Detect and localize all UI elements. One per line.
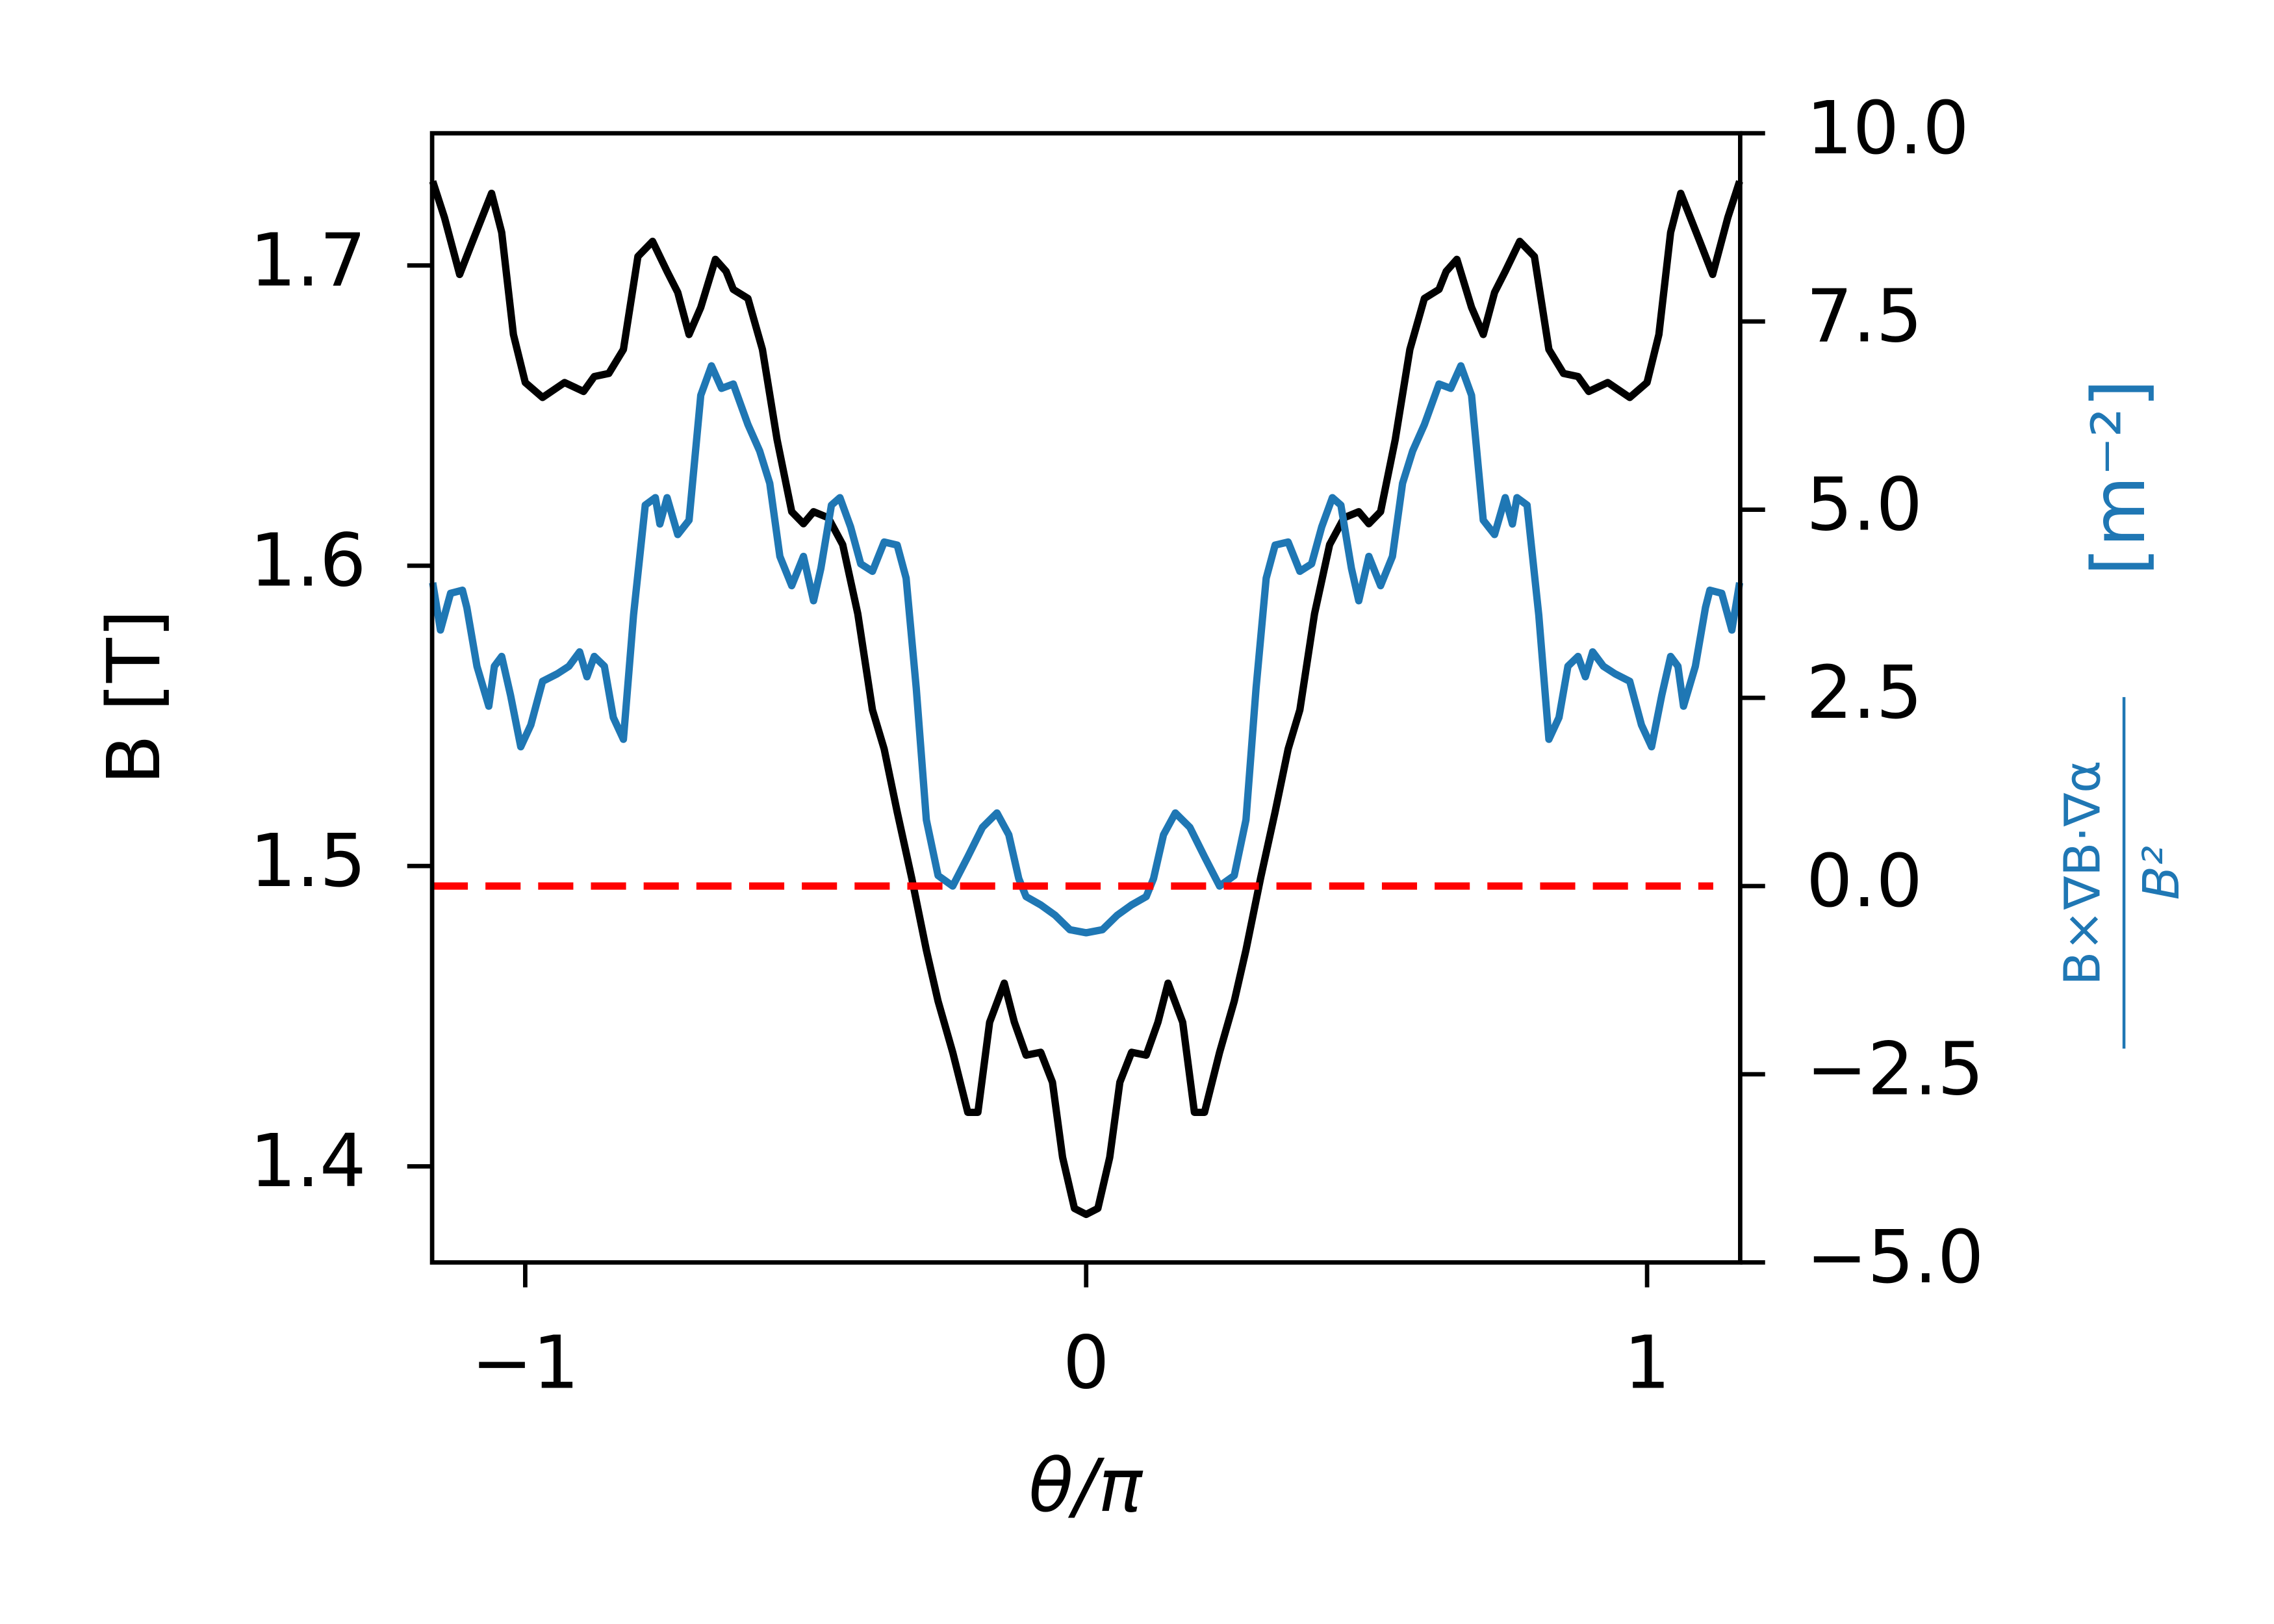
y2-tick-label: 0.0 [1806, 838, 1923, 924]
x-tick-label: 0 [1063, 1319, 1110, 1405]
data-line [429, 362, 1744, 937]
x-axis-label: θ/π [1028, 1443, 1143, 1529]
data-line [429, 180, 1743, 1219]
y-tick-label: 1.5 [249, 818, 366, 904]
plot-frame [429, 131, 1743, 1265]
y-tick-label: 1.6 [249, 518, 366, 603]
y2-tick-label: 5.0 [1806, 461, 1923, 547]
y2-tick-label: 10.0 [1806, 85, 1969, 171]
y2-label-denominator: B² [2133, 846, 2191, 900]
y2-tick-label: 2.5 [1806, 650, 1923, 735]
y-axis-label: B [T] [91, 609, 177, 785]
y2-tick-label: 7.5 [1806, 273, 1923, 359]
y2-tick-label: −2.5 [1806, 1026, 1984, 1111]
y2-label-numerator: B×∇B·∇α [2054, 760, 2112, 985]
x-tick-label: −1 [471, 1319, 579, 1405]
x-tick-label: 1 [1624, 1319, 1670, 1405]
y2-axis-label: B×∇B·∇α B² [m⁻²] [2054, 379, 2191, 1049]
y-tick-label: 1.7 [249, 217, 366, 303]
y2-tick-label: −5.0 [1806, 1214, 1984, 1300]
y2-label-unit: [m⁻²] [2076, 379, 2162, 576]
y-tick-label: 1.4 [249, 1118, 366, 1204]
